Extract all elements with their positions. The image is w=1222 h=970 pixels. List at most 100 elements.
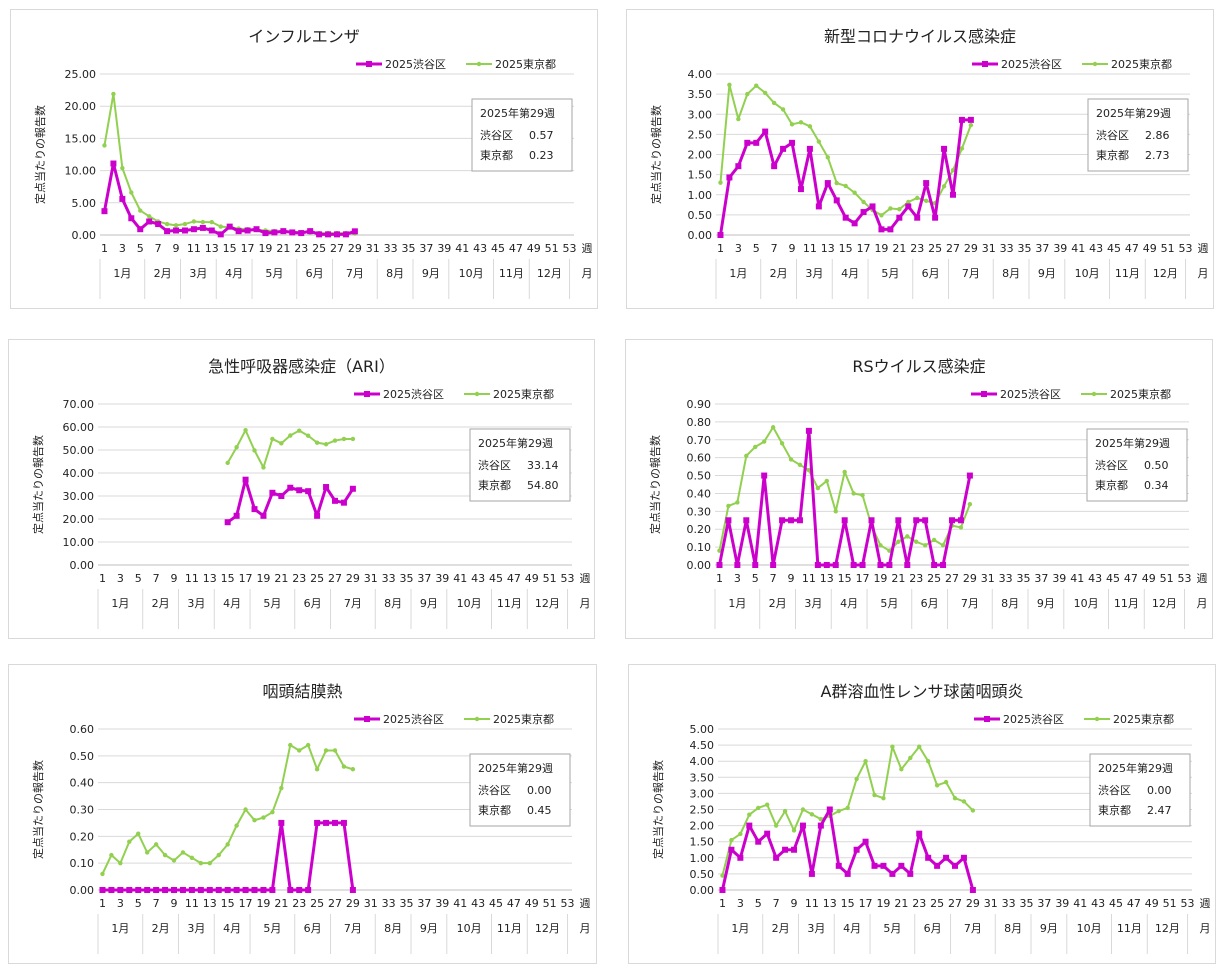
x-tick-label-week: 27 — [328, 897, 342, 910]
x-tick-label-week: 37 — [417, 572, 431, 585]
info-box-header: 2025年第29週 — [1096, 106, 1171, 120]
x-tick-label-month: 4月 — [843, 922, 861, 935]
x-tick-label-month: 9月 — [1037, 597, 1055, 610]
data-point-shibuya — [126, 887, 133, 893]
x-tick-label-week: 35 — [1020, 897, 1034, 910]
y-tick-label: 0.80 — [687, 416, 712, 429]
data-point-shibuya — [895, 517, 902, 524]
series-line-tokyo — [103, 92, 355, 235]
y-tick-label: 0.00 — [688, 229, 713, 242]
info-box-row-value: 33.14 — [527, 459, 559, 472]
data-point-tokyo — [925, 759, 931, 764]
x-tick-label-week: 19 — [874, 242, 888, 255]
x-tick-label-month: 4月 — [840, 597, 858, 610]
x-tick-label-week: 5 — [755, 897, 762, 910]
x-tick-label-week: 3 — [735, 242, 742, 255]
data-point-shibuya — [761, 472, 768, 479]
x-tick-label-week: 47 — [1125, 242, 1139, 255]
x-tick-label-month: 4月 — [223, 922, 241, 935]
x-tick-label-week: 23 — [912, 897, 926, 910]
y-tick-label: 0.10 — [687, 541, 712, 554]
data-point-tokyo — [218, 224, 223, 229]
y-tick-label: 0.40 — [687, 487, 712, 500]
x-tick-label-week: 43 — [1088, 572, 1102, 585]
x-tick-label-month: 7月 — [964, 922, 982, 935]
x-tick-label-month: 10月 — [1075, 267, 1100, 280]
info-box — [471, 98, 573, 172]
info-box-row-value: 0.00 — [527, 784, 552, 797]
data-point-shibuya — [162, 887, 169, 893]
x-tick-label-week: 5 — [753, 242, 760, 255]
x-axis-unit-month: 月 — [1198, 267, 1209, 280]
x-tick-label-week: 25 — [310, 572, 324, 585]
x-tick-label-week: 1 — [716, 572, 723, 585]
x-tick-label-month: 2月 — [152, 922, 170, 935]
y-axis-label: 定点当たりの報告数 — [31, 760, 45, 859]
data-point-shibuya — [753, 139, 760, 146]
chart-title: 急性呼吸器感染症（ARI） — [208, 357, 395, 376]
data-point-shibuya — [735, 163, 742, 170]
x-tick-label-week: 19 — [873, 572, 887, 585]
info-box-row-label: 渋谷区 — [478, 459, 511, 472]
data-point-tokyo — [959, 146, 965, 151]
data-point-shibuya — [323, 819, 330, 826]
data-point-shibuya — [226, 223, 233, 230]
x-tick-label-week: 17 — [856, 572, 870, 585]
x-tick-label-week: 7 — [155, 242, 162, 255]
data-point-tokyo — [764, 802, 770, 807]
x-tick-label-week: 37 — [419, 242, 433, 255]
data-point-shibuya — [850, 562, 857, 568]
x-tick-label-week: 7 — [773, 897, 780, 910]
x-tick-label-week: 37 — [417, 897, 431, 910]
data-point-shibuya — [842, 214, 849, 221]
x-tick-label-week: 9 — [791, 897, 798, 910]
x-tick-label-week: 21 — [891, 572, 905, 585]
info-box-row-value: 0.34 — [1144, 479, 1169, 492]
x-tick-label-month: 3月 — [187, 922, 205, 935]
x-tick-label-month: 8月 — [1004, 922, 1022, 935]
data-point-shibuya — [181, 227, 188, 234]
x-tick-label-week: 33 — [1000, 242, 1014, 255]
data-point-shibuya — [224, 887, 231, 893]
x-tick-label-week: 49 — [1142, 572, 1156, 585]
x-tick-label-week: 37 — [1034, 572, 1048, 585]
data-point-tokyo — [191, 219, 197, 224]
data-point-tokyo — [950, 167, 956, 173]
info-box-row-label: 東京都 — [480, 148, 513, 162]
x-tick-label-month: 6月 — [304, 922, 322, 935]
legend-marker-tokyo — [474, 716, 480, 722]
data-point-tokyo — [189, 855, 195, 860]
data-point-tokyo — [736, 116, 741, 122]
data-point-shibuya — [323, 484, 330, 491]
data-point-shibuya — [260, 512, 267, 519]
data-point-tokyo — [297, 428, 302, 433]
x-tick-label-month: 11月 — [1114, 597, 1139, 610]
data-point-shibuya — [314, 512, 321, 519]
x-tick-label-week: 41 — [1073, 897, 1087, 910]
x-tick-label-month: 10月 — [459, 267, 484, 280]
x-tick-label-week: 39 — [1053, 242, 1067, 255]
data-point-shibuya — [746, 822, 753, 829]
x-tick-label-week: 45 — [489, 897, 503, 910]
y-tick-label: 5.00 — [72, 197, 97, 210]
data-point-shibuya — [859, 562, 866, 568]
data-point-shibuya — [851, 220, 858, 227]
data-point-tokyo — [897, 207, 902, 212]
data-point-tokyo — [961, 799, 967, 804]
x-tick-label-month: 9月 — [420, 597, 438, 610]
data-point-shibuya — [878, 226, 885, 233]
x-tick-label-month: 7月 — [344, 597, 362, 610]
x-tick-label-month: 11月 — [497, 922, 522, 935]
data-point-tokyo — [888, 206, 893, 211]
data-point-tokyo — [958, 525, 964, 530]
data-point-tokyo — [279, 441, 284, 446]
data-point-shibuya — [958, 116, 965, 123]
data-point-shibuya — [725, 517, 732, 524]
data-point-tokyo — [744, 453, 749, 459]
data-point-tokyo — [881, 796, 886, 801]
data-point-tokyo — [770, 425, 776, 430]
y-tick-label: 3.50 — [690, 771, 715, 784]
data-point-shibuya — [242, 476, 249, 483]
x-tick-label-month: 5月 — [883, 922, 901, 935]
x-tick-label-week: 21 — [892, 242, 906, 255]
